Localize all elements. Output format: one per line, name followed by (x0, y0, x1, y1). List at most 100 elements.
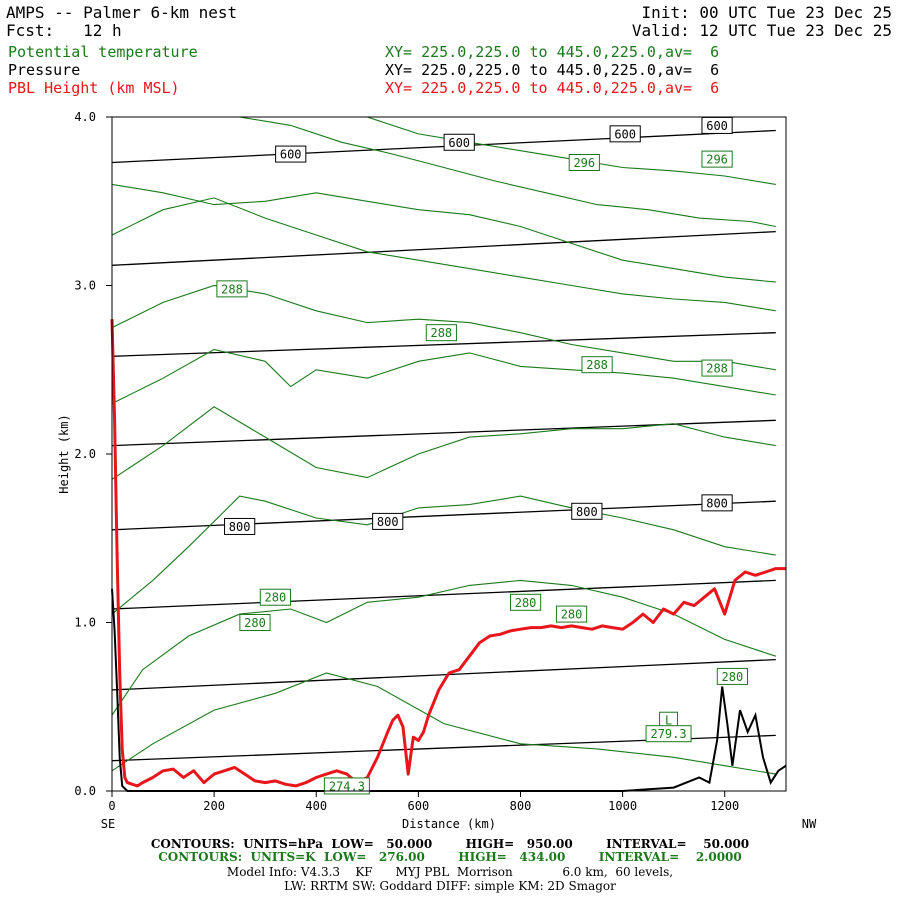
x-tick-label: 1000 (608, 799, 637, 813)
pressure-contour-850 (111, 579, 776, 610)
pressure-label-text: 600 (448, 136, 470, 150)
x-end-right-label: NW (802, 817, 817, 831)
pressure-label-box (372, 512, 404, 530)
pressure-contour-650 (111, 230, 776, 266)
plot-frame (111, 116, 787, 792)
valid-time: Valid: 12 UTC Tue 23 Dec 25 (631, 21, 892, 40)
theta-label: 296 (568, 153, 600, 171)
pressure-label-box (571, 502, 603, 520)
x-tick-label: 200 (203, 799, 225, 813)
theta-label-text: L (665, 714, 672, 728)
x-tick-label: 400 (305, 799, 327, 813)
theta-label-text: 288 (586, 358, 608, 372)
theta-label-box (259, 588, 291, 606)
theta-label-box (509, 593, 542, 611)
pressure-label-text: 800 (229, 520, 251, 534)
footer-contours-pressure: CONTOURS: UNITS=hPa LOW= 50.000 HIGH= 95… (150, 837, 750, 851)
pressure-label-text: 800 (377, 515, 399, 529)
theta-label-box (568, 153, 600, 171)
pressure-label-box (609, 125, 641, 143)
x-tick-label: 800 (510, 799, 532, 813)
theta-label-box (323, 777, 370, 795)
theta-label: 296 (701, 150, 733, 168)
theta-contour-0 (111, 672, 776, 775)
terrain-profile (111, 588, 787, 792)
footer-model-info: Model Info: V4.3.3 KF MYJ PBL Morrison 6… (226, 865, 674, 879)
theta-label-text: 280 (244, 616, 266, 630)
theta-contour-4 (111, 348, 776, 404)
theta-label-text: 296 (706, 153, 728, 167)
pressure-label-box (701, 494, 733, 512)
theta-label-box (701, 150, 733, 168)
pressure-label-text: 600 (706, 119, 728, 133)
x-axis-label: Distance (km) (402, 817, 496, 831)
theta-label-text: 280 (561, 608, 583, 622)
field-pbl-height: PBL Height (km MSL) (8, 79, 180, 97)
theta-label-box (701, 359, 733, 377)
field-pressure: Pressure (8, 61, 81, 79)
theta-contours (111, 116, 776, 775)
theta-label: 280 (259, 588, 291, 606)
footer-contours-theta: CONTOURS: UNITS=K LOW= 276.00 HIGH= 434.… (158, 850, 742, 864)
theta-contour-3 (111, 406, 776, 480)
theta-label-box (216, 280, 248, 298)
theta-label-box (555, 605, 588, 623)
theta-contour-6 (111, 197, 776, 312)
pressure-contour-700 (111, 332, 776, 357)
pressure-label-text: 600 (614, 127, 636, 141)
theta-contour-7 (111, 183, 776, 283)
theta-label: 280 (239, 614, 271, 631)
theta-label-text: 288 (430, 326, 452, 340)
theta-label-text: 288 (221, 282, 243, 296)
theta-label: 280 (555, 605, 588, 623)
pressure-label-text: 800 (576, 505, 598, 519)
y-tick-label: 0.0 (74, 784, 96, 798)
y-tick-label: 3.0 (74, 279, 96, 293)
theta-label-text: 296 (573, 156, 595, 170)
pressure-contour-800 (111, 500, 776, 531)
pbl-height-line (110, 319, 786, 788)
theta-label-text: 280 (722, 670, 744, 684)
theta-label-box (645, 725, 692, 743)
theta-label: 288 (581, 356, 613, 374)
forecast-hour: Fcst: 12 h (6, 21, 122, 40)
theta-label-box (581, 356, 613, 374)
pressure-label: 600 (609, 125, 641, 143)
pressure-label: 800 (224, 517, 256, 535)
theta-contour-8 (239, 116, 776, 228)
x-end-left-label: SE (101, 817, 115, 831)
x-tick-label: 1200 (710, 799, 739, 813)
y-tick-label: 2.0 (74, 447, 96, 461)
theta-label: 288 (701, 359, 733, 377)
theta-contour-1 (111, 579, 776, 716)
pressure-label: 800 (372, 512, 404, 530)
field-potential-temperature: Potential temperature (8, 43, 198, 61)
theta-label: 280 (509, 593, 542, 611)
pressure-label-box (275, 145, 307, 163)
pressure-label: 600 (701, 116, 733, 134)
theta-label: 274.3 (323, 777, 370, 795)
xy-pbl: XY= 225.0,225.0 to 445.0,225.0,av= 6 (385, 79, 720, 97)
xy-theta: XY= 225.0,225.0 to 445.0,225.0,av= 6 (385, 43, 720, 61)
pressure-label-text: 800 (706, 496, 728, 510)
x-tick-label: 600 (408, 799, 430, 813)
pressure-label: 600 (443, 133, 475, 151)
theta-label: 288 (216, 280, 248, 298)
pressure-label-box (443, 133, 475, 151)
pressure-label: 800 (571, 502, 603, 520)
x-tick-label: 0 (108, 799, 115, 813)
theta-label-box (239, 614, 271, 631)
theta-label: 280 (716, 667, 748, 685)
xy-pressure: XY= 225.0,225.0 to 445.0,225.0,av= 6 (385, 61, 720, 79)
theta-label: 279.3 (645, 725, 692, 743)
theta-label-box (425, 324, 457, 342)
theta-label-text: 288 (706, 362, 728, 376)
y-tick-label: 4.0 (74, 110, 96, 124)
theta-label-text: 280 (515, 596, 537, 610)
y-axis-label: Height (km) (57, 414, 71, 493)
pressure-label: 600 (275, 145, 307, 163)
theta-label-text: 274.3 (329, 779, 365, 793)
pressure-label: 800 (701, 494, 733, 512)
theta-contour-2 (111, 495, 776, 615)
